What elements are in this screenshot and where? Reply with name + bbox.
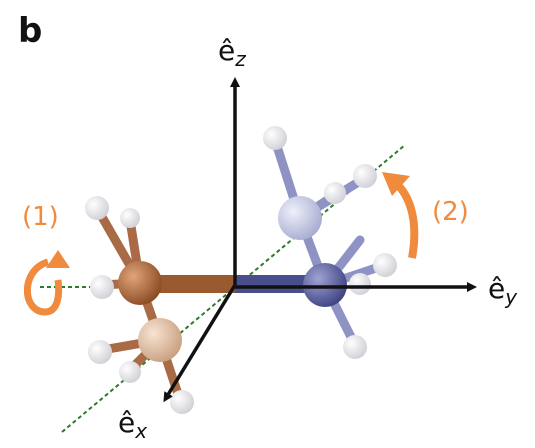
rotation-label-2: (2) <box>432 197 469 227</box>
brown-atom-light <box>138 318 182 362</box>
rotation-arrowhead-1 <box>46 250 70 268</box>
z-axis-label: êz <box>218 34 246 71</box>
axis-subscript: z <box>234 47 246 71</box>
panel-label: b <box>18 11 42 51</box>
molecule-diagram: b êz êy êx (1) (2) <box>0 0 535 448</box>
page: b êz êy êx (1) (2) (() => { const data =… <box>0 0 535 448</box>
blue-atom <box>303 263 347 307</box>
brown-atom <box>118 261 162 305</box>
axis-subscript: y <box>504 285 518 309</box>
y-axis-label: êy <box>488 272 518 309</box>
axis-subscript: x <box>134 419 147 443</box>
axis-symbol: ê <box>218 34 235 67</box>
x-axis-label: êx <box>118 406 147 443</box>
axis-symbol: ê <box>488 272 505 305</box>
rotation-label-1: (1) <box>22 202 59 232</box>
axis-symbol: ê <box>118 406 135 439</box>
rotation-arrow-2 <box>398 185 414 258</box>
blue-atom-light <box>278 196 322 240</box>
